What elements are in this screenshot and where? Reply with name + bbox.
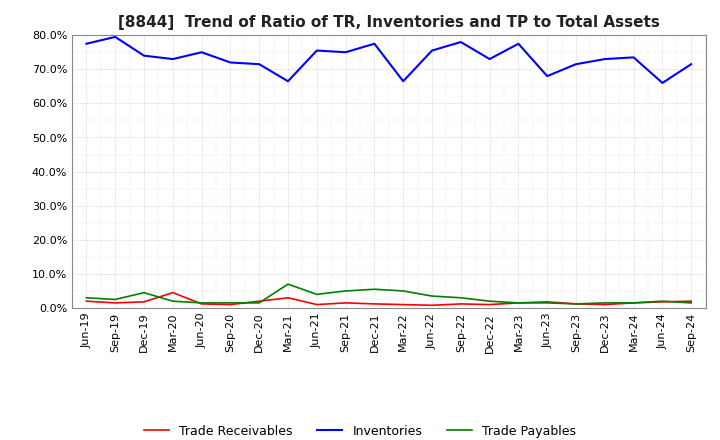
Trade Receivables (140, 299, 148, 304)
Inventories (629, 55, 638, 60)
Inventories (456, 39, 465, 44)
Trade Payables (140, 290, 148, 295)
Inventories (140, 53, 148, 58)
Trade Payables (428, 293, 436, 299)
Inventories (514, 41, 523, 46)
Trade Payables (572, 301, 580, 307)
Trade Receivables (399, 302, 408, 307)
Trade Receivables (226, 302, 235, 307)
Inventories (687, 62, 696, 67)
Trade Receivables (197, 301, 206, 307)
Trade Payables (687, 300, 696, 305)
Trade Payables (341, 288, 350, 293)
Inventories (168, 56, 177, 62)
Trade Payables (111, 297, 120, 302)
Inventories (600, 56, 609, 62)
Trade Receivables (485, 302, 494, 307)
Trade Receivables (284, 295, 292, 301)
Trade Payables (284, 282, 292, 287)
Inventories (370, 41, 379, 46)
Trade Receivables (312, 302, 321, 307)
Trade Payables (82, 295, 91, 301)
Inventories (226, 60, 235, 65)
Trade Receivables (82, 299, 91, 304)
Inventories (284, 79, 292, 84)
Inventories (485, 56, 494, 62)
Inventories (255, 62, 264, 67)
Trade Payables (456, 295, 465, 301)
Trade Payables (514, 300, 523, 305)
Inventories (197, 50, 206, 55)
Line: Trade Payables: Trade Payables (86, 284, 691, 304)
Trade Receivables (658, 299, 667, 304)
Trade Receivables (572, 301, 580, 307)
Trade Payables (226, 300, 235, 305)
Inventories (341, 50, 350, 55)
Inventories (111, 34, 120, 40)
Inventories (312, 48, 321, 53)
Trade Receivables (168, 290, 177, 295)
Trade Receivables (629, 300, 638, 305)
Trade Payables (312, 292, 321, 297)
Trade Payables (255, 300, 264, 305)
Trade Receivables (111, 300, 120, 305)
Inventories (428, 48, 436, 53)
Inventories (572, 62, 580, 67)
Line: Trade Receivables: Trade Receivables (86, 293, 691, 305)
Title: [8844]  Trend of Ratio of TR, Inventories and TP to Total Assets: [8844] Trend of Ratio of TR, Inventories… (118, 15, 660, 30)
Trade Payables (370, 286, 379, 292)
Trade Receivables (255, 299, 264, 304)
Trade Payables (543, 300, 552, 305)
Trade Payables (197, 300, 206, 305)
Trade Payables (399, 288, 408, 293)
Legend: Trade Receivables, Inventories, Trade Payables: Trade Receivables, Inventories, Trade Pa… (139, 420, 581, 440)
Trade Receivables (456, 301, 465, 307)
Line: Inventories: Inventories (86, 37, 691, 83)
Inventories (82, 41, 91, 46)
Inventories (658, 80, 667, 85)
Trade Receivables (428, 303, 436, 308)
Inventories (543, 73, 552, 79)
Trade Receivables (687, 299, 696, 304)
Inventories (399, 79, 408, 84)
Trade Receivables (370, 301, 379, 307)
Trade Receivables (543, 299, 552, 304)
Trade Payables (629, 300, 638, 305)
Trade Receivables (514, 300, 523, 305)
Trade Receivables (341, 300, 350, 305)
Trade Payables (168, 299, 177, 304)
Trade Payables (658, 299, 667, 304)
Trade Receivables (600, 302, 609, 307)
Trade Payables (600, 300, 609, 305)
Trade Payables (485, 299, 494, 304)
